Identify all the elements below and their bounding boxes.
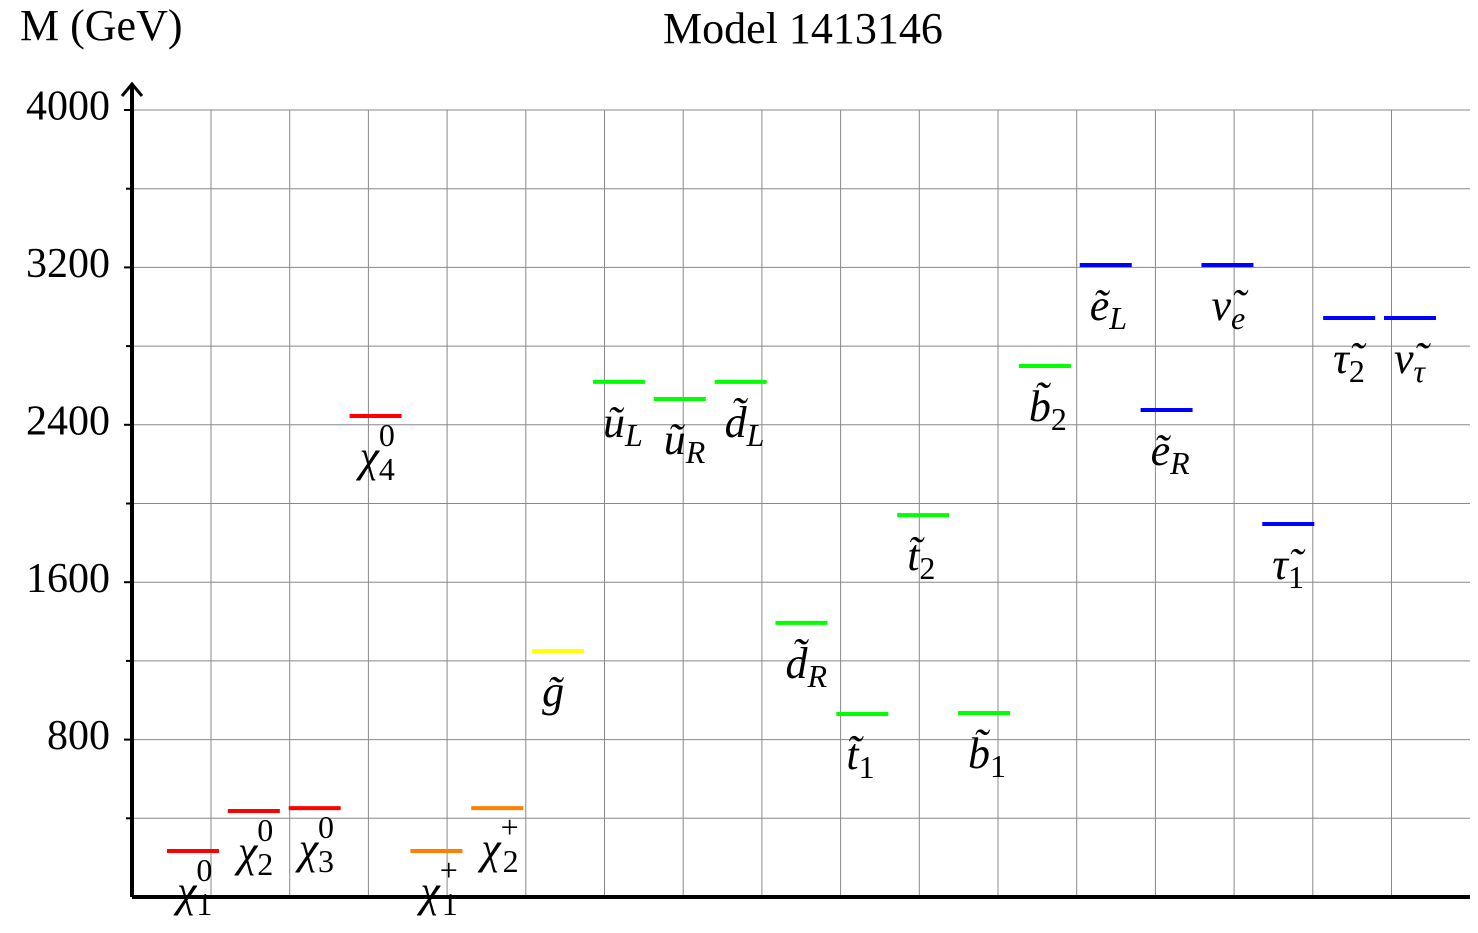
particle-symbol: b̃: [968, 729, 991, 778]
particle-symbol: ẽ: [1090, 281, 1111, 330]
particle-sub: 2: [257, 846, 273, 882]
particle-sub: 1: [196, 886, 212, 922]
y-axis-label: M (GeV): [20, 1, 183, 50]
particle-sub: 2: [1051, 401, 1067, 437]
particle-label: ẽL: [1090, 281, 1127, 336]
particle-label: b̃1: [968, 729, 1006, 784]
particle-symbol: χ: [416, 867, 441, 916]
particle-label: d̃R: [786, 639, 828, 694]
particle-sub: 1: [1288, 559, 1304, 595]
particle-sub: 3: [318, 843, 334, 879]
y-tick-label: 2400: [26, 398, 110, 444]
particle-symbol: χ: [173, 867, 198, 916]
particle-symbol: g̃: [542, 667, 565, 716]
particle-symbol: χ: [477, 824, 502, 873]
particle-label: χ0 1: [173, 852, 212, 922]
particle-sup: 0: [257, 812, 273, 848]
particle-sup: 0: [196, 852, 212, 888]
chart-title: Model 1413146: [663, 4, 943, 53]
particle-label: ũR: [664, 415, 706, 470]
particle-sub: 1: [990, 748, 1006, 784]
y-tick-label: 3200: [26, 241, 110, 287]
particle-label: τ̃1: [1272, 540, 1306, 595]
particle-symbol: χ: [356, 432, 381, 481]
particle-sup: +: [440, 852, 458, 888]
particle-label: χ0 2: [234, 812, 273, 882]
particle-sub: 1: [442, 886, 458, 922]
particle-symbol: ẽ: [1151, 426, 1172, 475]
y-axis-arrow: [120, 81, 144, 97]
particle-symbol: χ: [234, 827, 259, 876]
particle-sub: 2: [503, 843, 519, 879]
particle-label: ũL: [603, 398, 643, 453]
particle-label: g̃: [542, 667, 565, 716]
particle-label: τ̃2: [1333, 334, 1367, 389]
particle-sub: τ: [1414, 353, 1427, 389]
particle-sub: L: [624, 417, 643, 453]
particle-symbol: ũ: [664, 415, 686, 464]
particle-sub: 4: [379, 451, 395, 487]
particle-label: ẽR: [1151, 426, 1191, 481]
particle-label: χ0 4: [356, 417, 395, 487]
particle-sub: L: [1108, 300, 1127, 336]
y-tick-label: 4000: [26, 84, 110, 130]
particle-sub: R: [685, 434, 706, 470]
particle-symbol: d̃: [725, 398, 749, 447]
particle-symbol: b̃: [1029, 382, 1052, 431]
particle-sub: 1: [859, 749, 875, 785]
particle-sub: e: [1231, 300, 1245, 336]
y-tick-label: 800: [47, 713, 110, 759]
particle-label: t̃2: [907, 531, 935, 586]
particle-sup: +: [501, 809, 519, 845]
particle-sup: 0: [318, 809, 334, 845]
particle-sub: R: [1169, 445, 1190, 481]
y-tick-label: 1600: [26, 556, 110, 602]
particle-symbol: χ: [295, 824, 320, 873]
particle-sub: 2: [919, 550, 935, 586]
particle-symbol: d̃: [786, 639, 810, 688]
particle-label: d̃L: [725, 398, 765, 453]
particle-label: ν̃e: [1211, 281, 1249, 336]
particle-label: ν̃τ: [1394, 334, 1432, 389]
particle-label: t̃1: [846, 730, 874, 785]
particle-label: χ0 3: [295, 809, 334, 879]
particle-label: χ+ 1: [416, 852, 457, 922]
particle-label: χ+ 2: [477, 809, 518, 879]
particle-label: b̃2: [1029, 382, 1067, 437]
particle-symbol: ũ: [603, 398, 625, 447]
particle-sup: 0: [379, 417, 395, 453]
particle-sub: L: [746, 417, 765, 453]
particle-sub: 2: [1349, 353, 1365, 389]
particle-sub: R: [807, 658, 828, 694]
